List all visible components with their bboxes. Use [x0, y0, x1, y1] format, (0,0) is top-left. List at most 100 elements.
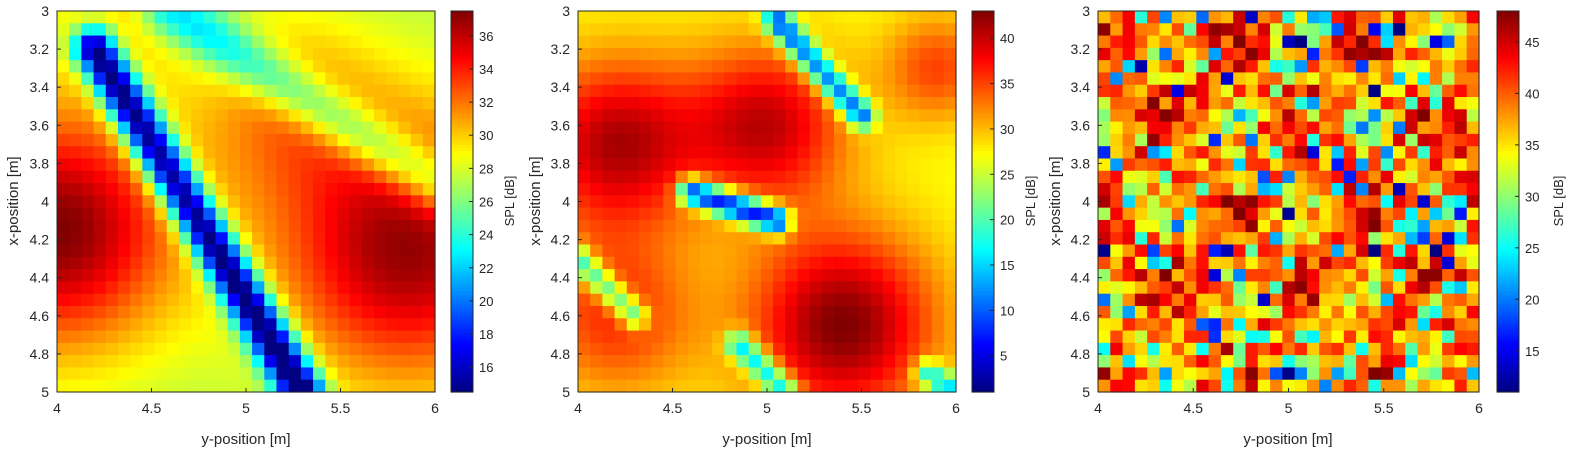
heatmap-cell: [1392, 47, 1406, 61]
heatmap-cell: [907, 158, 921, 172]
heatmap-cell: [712, 367, 725, 381]
heatmap-cell: [821, 342, 835, 356]
heatmap-cell: [1380, 256, 1394, 270]
heatmap-cell: [325, 11, 339, 24]
heatmap-cell: [626, 219, 640, 233]
heatmap-cell: [919, 133, 933, 147]
heatmap-cell: [736, 35, 750, 49]
heatmap-cell: [1233, 84, 1247, 98]
heatmap-cell: [386, 318, 400, 332]
heatmap-cell: [1454, 219, 1468, 233]
heatmap-cell: [687, 133, 701, 147]
heatmap-cell: [422, 379, 436, 393]
heatmap-cell: [1159, 121, 1173, 135]
heatmap-cell: [1405, 170, 1419, 184]
heatmap-cell: [919, 109, 933, 123]
heatmap-cell: [410, 355, 424, 369]
heatmap-cell: [736, 318, 750, 332]
heatmap-cell: [895, 256, 908, 270]
heatmap-cell: [1159, 11, 1173, 24]
heatmap-cell: [410, 318, 424, 332]
heatmap-cell: [1417, 183, 1431, 196]
heatmap-cell: [142, 207, 156, 221]
heatmap-cell: [931, 158, 945, 172]
heatmap-cell: [361, 195, 375, 209]
heatmap-cell: [1196, 281, 1210, 295]
heatmap-cell: [907, 47, 921, 61]
heatmap-cell: [142, 305, 156, 319]
heatmap-cell: [1380, 183, 1394, 196]
heatmap-cell: [178, 97, 192, 110]
heatmap-cell: [821, 84, 835, 98]
heatmap-cell: [386, 84, 400, 98]
heatmap-cell: [69, 23, 82, 37]
heatmap-cell: [1233, 379, 1247, 393]
heatmap-cell: [410, 244, 424, 258]
heatmap-cell: [736, 367, 750, 381]
colorbar-segment: [972, 271, 994, 276]
heatmap-cell: [300, 146, 314, 160]
heatmap-cell: [191, 256, 204, 270]
heatmap-cell: [1270, 183, 1283, 196]
heatmap-cell: [215, 281, 229, 295]
heatmap-cell: [1466, 219, 1480, 233]
heatmap-cell: [349, 232, 363, 246]
heatmap-cell: [1405, 109, 1419, 123]
heatmap-cell: [724, 367, 738, 381]
heatmap-cell: [1306, 133, 1320, 147]
colorbar-segment: [451, 296, 473, 301]
colorbar-segment: [451, 182, 473, 187]
heatmap-cell: [907, 84, 921, 98]
heatmap-cell: [870, 109, 884, 123]
heatmap-cell: [1405, 84, 1419, 98]
heatmap-cell: [773, 195, 786, 209]
heatmap-cell: [1270, 23, 1283, 37]
heatmap-cell: [1405, 23, 1419, 37]
heatmap-panel-2: 4 4.5 5 5.5 6 33.23.43.63.844.24.44.64.85 y-…: [527, 3, 1038, 448]
heatmap-cell: [288, 281, 302, 295]
heatmap-cell: [1442, 133, 1456, 147]
colorbar-tick-label: 15: [1525, 344, 1539, 359]
heatmap-cell: [858, 379, 872, 393]
heatmap-cell: [361, 379, 375, 393]
colorbar-segment: [972, 338, 994, 342]
colorbar-segment: [451, 309, 473, 314]
heatmap-cell: [227, 60, 241, 74]
heatmap-cell: [166, 133, 180, 147]
heatmap-cell: [1208, 84, 1222, 98]
heatmap-cell: [1356, 158, 1369, 172]
x-tick-label: 4: [574, 400, 582, 416]
colorbar-segment: [1497, 357, 1519, 361]
heatmap-cell: [1429, 72, 1443, 86]
heatmap-cell: [724, 158, 738, 172]
heatmap-cell: [773, 121, 786, 135]
heatmap-cell: [712, 47, 725, 61]
heatmap-cell: [81, 183, 95, 196]
heatmap-cell: [422, 84, 436, 98]
heatmap-cell: [239, 133, 253, 147]
heatmap-cell: [1294, 35, 1308, 49]
heatmap-cell: [1319, 232, 1333, 246]
heatmap-cell: [736, 355, 750, 369]
heatmap-cell: [178, 342, 192, 356]
heatmap-cell: [1122, 342, 1136, 356]
heatmap-cell: [1233, 183, 1247, 196]
colorbar-segment: [1497, 55, 1519, 60]
heatmap-cell: [1134, 219, 1148, 233]
heatmap-cell: [1196, 97, 1210, 110]
heatmap-cell: [1122, 293, 1136, 307]
heatmap-cell: [203, 367, 217, 381]
heatmap-cell: [675, 269, 689, 282]
heatmap-cell: [1220, 342, 1234, 356]
heatmap-cell: [943, 330, 957, 344]
heatmap-cell: [313, 11, 326, 24]
heatmap-cell: [386, 305, 400, 319]
heatmap-cell: [1306, 23, 1320, 37]
heatmap-cell: [264, 269, 278, 282]
heatmap-cell: [943, 342, 957, 356]
heatmap-cell: [699, 97, 713, 110]
heatmap-cell: [1147, 195, 1161, 209]
heatmap-cell: [374, 158, 387, 172]
colorbar-segment: [451, 280, 473, 285]
heatmap-cell: [361, 146, 375, 160]
